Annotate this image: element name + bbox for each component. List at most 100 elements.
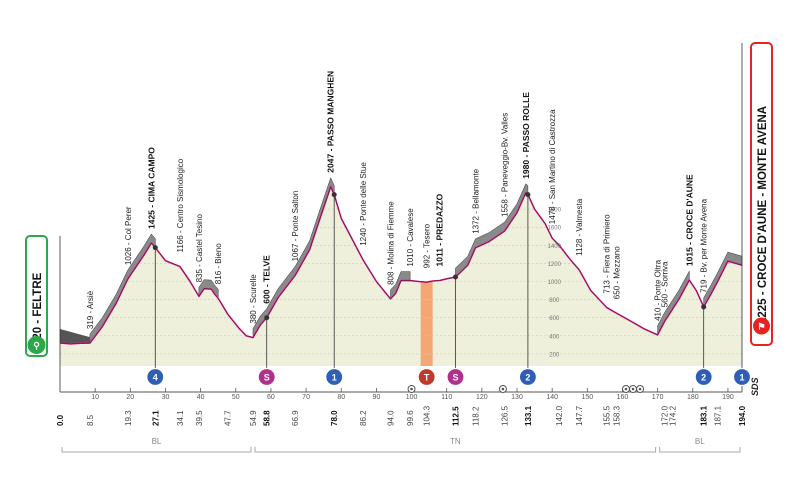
y-tick-label: 1600 — [548, 226, 562, 232]
intermediate-point-dot — [638, 387, 642, 391]
x-tick-label: 130 — [511, 394, 523, 401]
point-label: 380 - Scurelle — [249, 274, 258, 324]
km-drop-dot — [701, 304, 707, 310]
point-label: 1026 - Col Perer — [124, 206, 133, 265]
km-label: 66.9 — [291, 410, 300, 426]
gpm-marker — [518, 367, 538, 387]
x-tick-label: 70 — [302, 394, 310, 401]
km-drop-dot — [525, 192, 531, 198]
y-tick-label: 1800 — [548, 208, 562, 214]
finish-box: 1225 - CROCE D'AUNE - MONTE AVENA ⚑ — [750, 42, 773, 346]
km-label: 54.9 — [249, 410, 258, 426]
km-label: 27.1 — [151, 410, 160, 426]
y-tick-label: 800 — [549, 298, 560, 304]
x-tick-label: 80 — [337, 394, 345, 401]
feed-zone-band — [420, 281, 433, 366]
point-label: 1067 - Ponte Salton — [291, 191, 300, 262]
point-label: 1010 - Cavalese — [406, 208, 415, 267]
point-label: 808 - Molina di Fiemme — [387, 201, 396, 285]
km-label: 155.5 — [603, 405, 612, 426]
km-label: 174.2 — [668, 405, 677, 426]
bike-icon — [27, 336, 46, 354]
y-tick-label: 400 — [549, 334, 560, 340]
km-label: 19.3 — [124, 410, 133, 426]
x-tick-label: 10 — [91, 394, 99, 401]
km-label: 78.0 — [330, 410, 339, 426]
x-tick-label: 170 — [652, 394, 664, 401]
point-label: 713 - Fiera di Primiero — [603, 214, 612, 294]
point-label: 1166 - Centro Sismologico — [176, 158, 185, 252]
intermediate-point-dot — [501, 387, 505, 391]
sprint-marker-label: S — [452, 373, 458, 383]
x-tick-label: 30 — [162, 394, 170, 401]
intermediate-point-dot — [410, 387, 413, 391]
time-marker — [417, 367, 436, 387]
sprint-marker — [257, 367, 276, 387]
svg-text:⚲: ⚲ — [33, 341, 40, 351]
point-label: 1425 - CIMA CAMPO — [146, 147, 156, 229]
x-tick-label: 20 — [126, 394, 134, 401]
x-tick-label: 100 — [406, 394, 418, 401]
km-label: 34.1 — [176, 410, 185, 426]
km-label: 194.0 — [738, 405, 747, 426]
gpm-marker-label: 1 — [739, 373, 744, 383]
x-tick-label: 140 — [546, 394, 558, 401]
profile-area — [60, 186, 742, 366]
km-drop-dot — [331, 192, 337, 198]
region-label: BL — [152, 437, 162, 446]
point-label: 719 - Bv. per Monte Avena — [700, 198, 709, 293]
km-label: 0.0 — [56, 414, 65, 426]
point-label: 560 - Sorriva — [661, 261, 670, 307]
sprint-marker — [446, 367, 465, 387]
gpm-marker-label: 4 — [153, 373, 158, 383]
gpm-marker — [732, 367, 752, 387]
km-label: 86.2 — [359, 410, 368, 426]
point-label: 2047 - PASSO MANGHEN — [326, 71, 336, 173]
point-label: 1128 - Valmesta — [575, 198, 584, 256]
km-label: 94.0 — [387, 410, 396, 426]
km-label: 8.5 — [86, 414, 95, 426]
x-tick-label: 50 — [232, 394, 240, 401]
region-bracket — [61, 447, 252, 453]
point-label: 1478 - San Martino di Castrozza — [548, 109, 557, 224]
point-label: 600 - TELVE — [262, 255, 272, 304]
time-marker-label: T — [424, 373, 430, 383]
km-label: 39.5 — [195, 410, 204, 426]
x-tick-label: 60 — [267, 394, 275, 401]
finish-flag-icon — [753, 317, 770, 335]
region-bracket — [659, 447, 741, 453]
x-tick-label: 190 — [722, 394, 734, 401]
km-label: 147.7 — [575, 405, 584, 426]
km-label: 99.6 — [406, 410, 415, 426]
x-tick-label: 180 — [687, 394, 699, 401]
x-tick-label: 150 — [581, 394, 593, 401]
y-tick-label: 1200 — [548, 262, 562, 268]
point-label: 650 - Mezzano — [613, 246, 622, 299]
intermediate-point-dot — [631, 387, 635, 391]
gpm-marker-label: 1 — [332, 373, 337, 383]
km-drop-dot — [452, 274, 458, 280]
x-tick-label: 160 — [617, 394, 629, 401]
km-label: 158.3 — [613, 405, 622, 426]
gpm-marker — [146, 367, 165, 387]
x-tick-label: 40 — [197, 394, 205, 401]
point-label: 319 - Arsiè — [86, 290, 95, 329]
finish-label: 1225 - CROCE D'AUNE - MONTE AVENA — [757, 106, 769, 324]
km-label: 126.5 — [501, 405, 510, 426]
sprint-marker-label: S — [264, 373, 270, 383]
point-label: 410 - Ponte Oltra — [654, 259, 663, 320]
point-label: 835 - Castel Tesino — [195, 214, 204, 283]
start-ramp — [60, 329, 90, 344]
region-label: TN — [450, 437, 461, 446]
km-label: 183.1 — [700, 405, 709, 426]
point-label: 992 - Tesero — [423, 223, 432, 268]
km-label: 142.0 — [555, 405, 564, 426]
start-label: 320 - FELTRE — [32, 272, 44, 346]
km-label: 47.7 — [224, 410, 233, 426]
km-label: 104.3 — [423, 405, 432, 426]
x-tick-label: 90 — [372, 394, 380, 401]
point-label: 1372 - Bellamonte — [472, 168, 481, 233]
region-label: BL — [695, 437, 705, 446]
